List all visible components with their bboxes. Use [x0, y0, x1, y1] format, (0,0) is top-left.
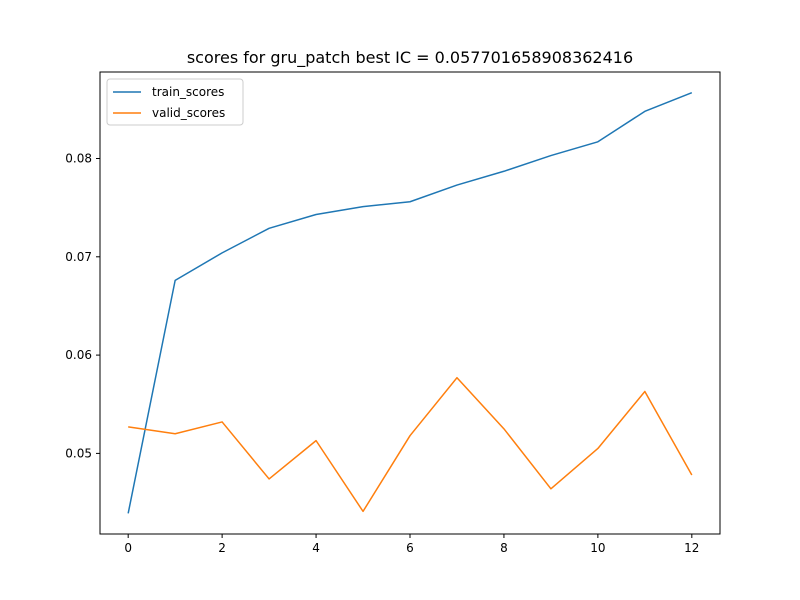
- x-tick-label: 2: [218, 541, 226, 555]
- x-tick-label: 0: [124, 541, 132, 555]
- y-tick-label: 0.07: [65, 250, 92, 264]
- y-tick-label: 0.05: [65, 446, 92, 460]
- x-tick-label: 12: [684, 541, 699, 555]
- x-tick-label: 10: [590, 541, 605, 555]
- plot-area: [127, 91, 693, 514]
- legend: train_scores valid_scores: [106, 78, 244, 126]
- series-line-valid-scores: [128, 376, 693, 513]
- chart-title: scores for gru_patch best IC = 0.0577016…: [187, 48, 633, 68]
- x-tick-label: 4: [312, 541, 320, 555]
- y-tick-label: 0.08: [65, 152, 92, 166]
- y-tick-label: 0.06: [65, 348, 92, 362]
- x-tick-label: 8: [500, 541, 508, 555]
- x-axis: 0 2 4 6 8 10 12: [124, 534, 699, 555]
- legend-label-train-scores: train_scores: [152, 85, 224, 99]
- x-tick-label: 6: [406, 541, 414, 555]
- axes-frame: [99, 71, 721, 535]
- series-line-train-scores: [127, 91, 693, 514]
- y-axis: 0.05 0.06 0.07 0.08: [65, 152, 100, 460]
- legend-label-valid-scores: valid_scores: [152, 106, 225, 120]
